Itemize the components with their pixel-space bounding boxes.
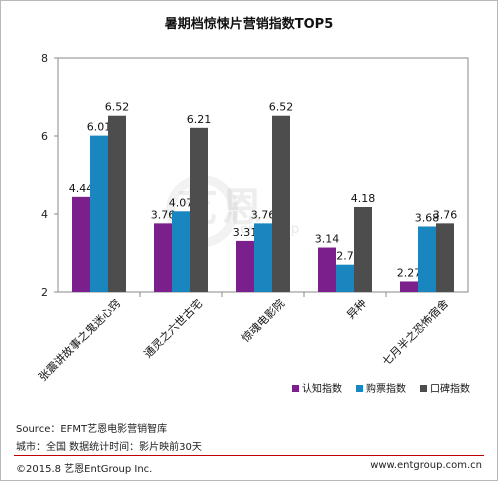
bar: [190, 127, 208, 292]
data-label: 3.31: [233, 226, 258, 239]
footer-url[interactable]: www.entgroup.com.cn: [370, 460, 482, 471]
y-tick-label: 4: [41, 208, 48, 221]
x-tick-label: 异种: [344, 296, 369, 321]
data-label: 2.27: [397, 266, 422, 279]
legend-label: 认知指数: [302, 382, 342, 395]
data-label: 3.76: [251, 208, 276, 221]
x-tick-label: 张震讲故事之鬼迷心窍: [35, 296, 123, 384]
data-label: 4.44: [69, 182, 94, 195]
source-line: Source：EFMT艺恩电影营销智库: [16, 424, 168, 435]
legend-swatch: [356, 385, 363, 392]
legend-label: 购票指数: [366, 382, 406, 395]
bar: [108, 115, 126, 292]
data-label: 3.76: [433, 208, 458, 221]
bar: [254, 223, 272, 292]
data-label: 3.68: [415, 211, 440, 224]
bar: [236, 240, 254, 292]
bar: [72, 196, 90, 292]
data-label: 3.14: [315, 233, 340, 246]
data-label: 4.18: [351, 192, 376, 205]
bar: [436, 223, 454, 292]
x-tick-label: 通灵之六世古宅: [141, 296, 205, 360]
bar: [154, 223, 172, 292]
data-label: 6.21: [187, 113, 212, 126]
bar: [90, 135, 108, 292]
data-label: 6.01: [87, 121, 112, 134]
bar: [418, 226, 436, 292]
bar: [172, 211, 190, 292]
data-label: 6.52: [105, 101, 130, 114]
bar: [318, 247, 336, 292]
legend-swatch: [292, 385, 299, 392]
data-label: 2.7: [336, 250, 354, 263]
footer-divider: [14, 455, 484, 456]
data-label: 3.76: [151, 208, 176, 221]
legend-swatch: [420, 385, 427, 392]
x-tick-label: 惊魂电影院: [238, 296, 287, 345]
bar: [272, 115, 290, 292]
bar: [336, 264, 354, 292]
chart-title: 暑期档惊悚片营销指数TOP5: [164, 17, 334, 32]
bar: [354, 206, 372, 292]
legend-label: 口碑指数: [430, 382, 470, 395]
footer-copyright: ©2015.8 艺恩EntGroup Inc.: [16, 464, 153, 475]
data-label: 4.07: [169, 196, 194, 209]
data-label: 6.52: [269, 101, 294, 114]
y-tick-label: 6: [41, 130, 48, 143]
y-tick-label: 2: [41, 286, 48, 299]
note-line: 城市：全国 数据统计时间：影片映前30天: [16, 442, 202, 453]
x-tick-label: 七月半之恐怖宿舍: [379, 296, 451, 368]
bar: [400, 281, 418, 292]
y-tick-label: 8: [41, 52, 48, 65]
